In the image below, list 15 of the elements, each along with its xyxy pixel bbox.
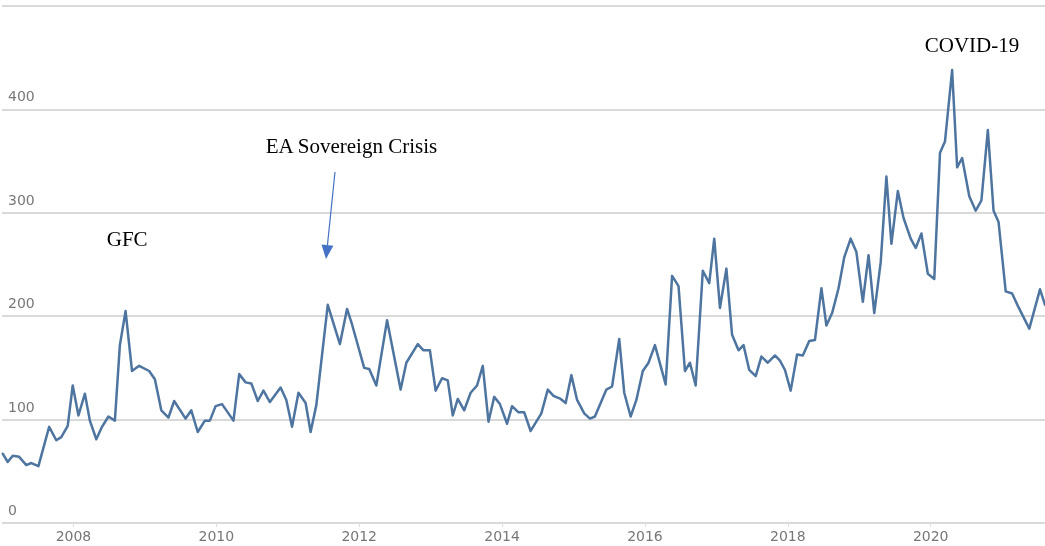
annotation: COVID-19: [924, 32, 1020, 57]
annotation: EA Sovereign Crisis: [265, 133, 438, 158]
x-tick-label: 2016: [627, 528, 663, 544]
x-tick-label: 2012: [341, 528, 378, 544]
x-tick-label: 2020: [912, 528, 949, 544]
x-tick-label: 2008: [55, 528, 92, 544]
x-tick-label: 2014: [484, 528, 520, 544]
y-tick-label: 300: [8, 191, 35, 208]
y-tick-label: 400: [8, 88, 35, 105]
y-tick-label: 200: [8, 295, 35, 312]
annotation: GFC: [106, 226, 148, 251]
x-tick-label: 2010: [198, 528, 235, 544]
y-tick-label: 100: [8, 398, 35, 415]
x-tick-label: 2018: [770, 528, 806, 544]
y-tick-label: 0: [8, 502, 17, 518]
